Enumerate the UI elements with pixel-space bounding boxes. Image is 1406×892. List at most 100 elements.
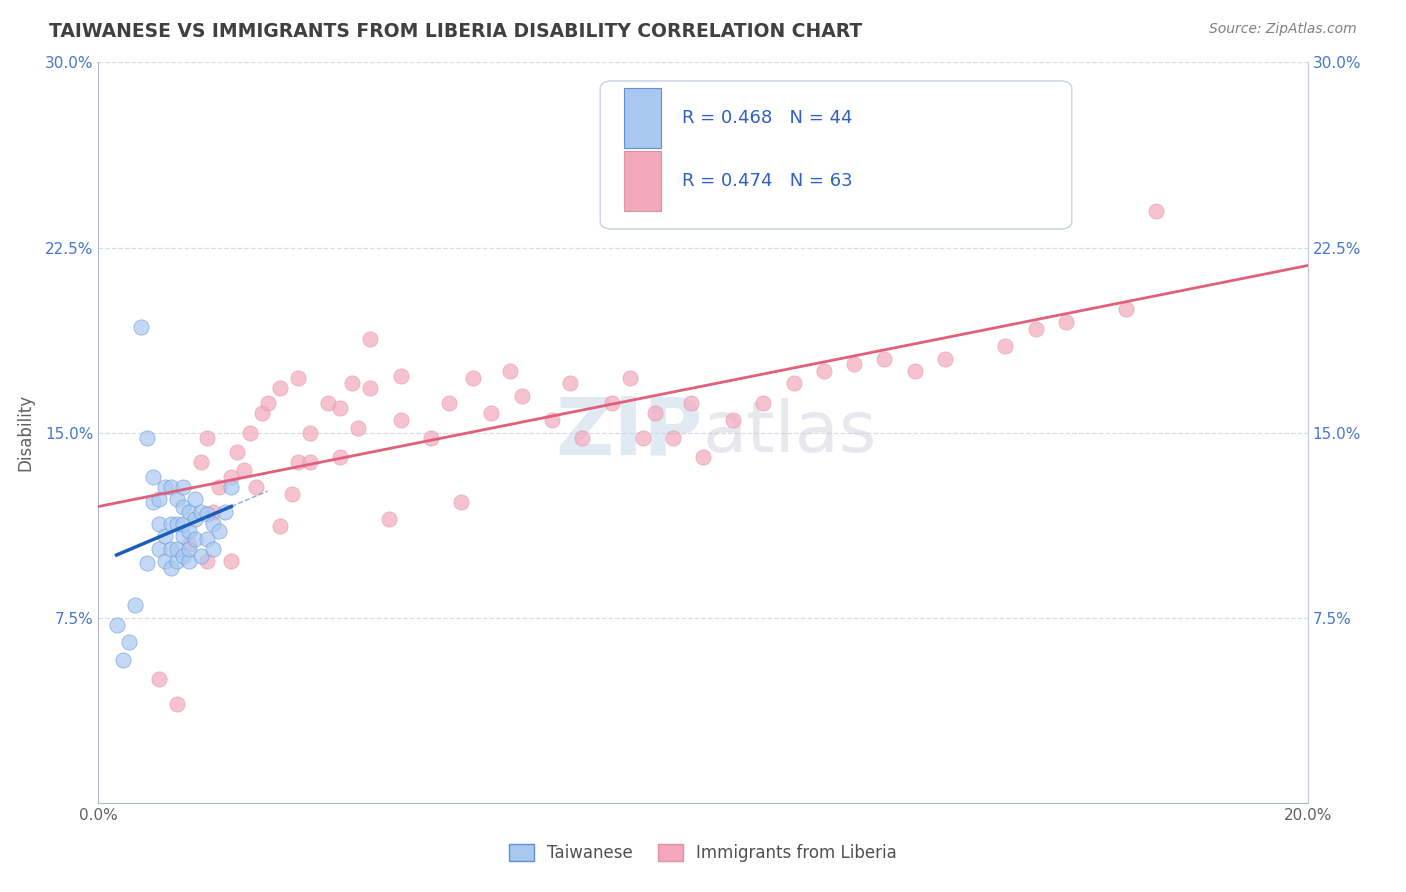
Point bbox=[142, 470, 165, 484]
Point bbox=[166, 541, 188, 556]
Point bbox=[195, 507, 218, 521]
Point bbox=[437, 396, 460, 410]
Point bbox=[239, 425, 262, 440]
Point bbox=[142, 494, 165, 508]
Point bbox=[195, 554, 218, 568]
Point bbox=[202, 505, 225, 519]
Point bbox=[329, 401, 352, 415]
Point bbox=[692, 450, 714, 465]
Point bbox=[208, 524, 231, 539]
Point bbox=[644, 406, 666, 420]
Point bbox=[1054, 314, 1077, 328]
Point bbox=[360, 332, 382, 346]
Point bbox=[256, 396, 278, 410]
Text: Source: ZipAtlas.com: Source: ZipAtlas.com bbox=[1209, 22, 1357, 37]
Point bbox=[202, 541, 225, 556]
Point bbox=[1115, 302, 1137, 317]
Point bbox=[269, 519, 291, 533]
FancyBboxPatch shape bbox=[624, 152, 661, 211]
Point bbox=[299, 425, 322, 440]
Point bbox=[1144, 203, 1167, 218]
Point bbox=[661, 431, 683, 445]
Point bbox=[481, 406, 503, 420]
Point bbox=[160, 480, 183, 494]
Point bbox=[148, 516, 170, 531]
Point bbox=[179, 536, 201, 550]
Point bbox=[510, 388, 533, 402]
Point bbox=[118, 635, 141, 649]
Point bbox=[813, 364, 835, 378]
Point bbox=[389, 413, 412, 427]
Point bbox=[135, 557, 157, 571]
Legend: Taiwanese, Immigrants from Liberia: Taiwanese, Immigrants from Liberia bbox=[502, 837, 904, 869]
Text: atlas: atlas bbox=[703, 398, 877, 467]
Point bbox=[179, 505, 201, 519]
Point bbox=[316, 396, 339, 410]
Point bbox=[752, 396, 775, 410]
Point bbox=[184, 532, 207, 546]
Point bbox=[221, 470, 243, 484]
Point bbox=[287, 455, 309, 469]
Point bbox=[619, 371, 641, 385]
Point bbox=[160, 516, 183, 531]
Text: R = 0.468   N = 44: R = 0.468 N = 44 bbox=[682, 109, 853, 127]
Point bbox=[111, 653, 134, 667]
Point bbox=[783, 376, 806, 391]
Point bbox=[631, 431, 654, 445]
Point bbox=[184, 492, 207, 507]
Point bbox=[195, 532, 218, 546]
Point bbox=[347, 420, 370, 434]
FancyBboxPatch shape bbox=[600, 81, 1071, 229]
Point bbox=[179, 524, 201, 539]
Y-axis label: Disability: Disability bbox=[15, 394, 34, 471]
Point bbox=[172, 549, 194, 563]
Point bbox=[195, 431, 218, 445]
Point bbox=[172, 500, 194, 514]
Point bbox=[250, 406, 273, 420]
Point bbox=[269, 381, 291, 395]
Point bbox=[450, 494, 472, 508]
Text: ZIP: ZIP bbox=[555, 393, 703, 472]
Point bbox=[105, 618, 128, 632]
Point bbox=[179, 554, 201, 568]
Point bbox=[342, 376, 364, 391]
Point bbox=[221, 554, 243, 568]
Point bbox=[226, 445, 249, 459]
FancyBboxPatch shape bbox=[624, 88, 661, 147]
Point bbox=[148, 492, 170, 507]
Point bbox=[377, 512, 399, 526]
Point bbox=[202, 516, 225, 531]
Text: R = 0.474   N = 63: R = 0.474 N = 63 bbox=[682, 172, 853, 190]
Point bbox=[166, 492, 188, 507]
Point bbox=[389, 368, 412, 383]
Point bbox=[934, 351, 956, 366]
Point bbox=[172, 480, 194, 494]
Point bbox=[299, 455, 322, 469]
Point bbox=[184, 512, 207, 526]
Point bbox=[558, 376, 581, 391]
Point bbox=[172, 516, 194, 531]
Point bbox=[245, 480, 267, 494]
Point bbox=[153, 529, 176, 543]
Point bbox=[160, 561, 183, 575]
Point bbox=[190, 455, 212, 469]
Point bbox=[153, 480, 176, 494]
Point bbox=[160, 541, 183, 556]
Point bbox=[904, 364, 927, 378]
Point bbox=[124, 599, 146, 613]
Point bbox=[602, 396, 624, 410]
Point bbox=[571, 431, 593, 445]
Point bbox=[166, 554, 188, 568]
Point bbox=[148, 673, 170, 687]
Point bbox=[329, 450, 352, 465]
Point bbox=[179, 541, 201, 556]
Point bbox=[214, 505, 236, 519]
Point bbox=[463, 371, 485, 385]
Point bbox=[148, 541, 170, 556]
Point bbox=[190, 505, 212, 519]
Point bbox=[221, 480, 243, 494]
Text: TAIWANESE VS IMMIGRANTS FROM LIBERIA DISABILITY CORRELATION CHART: TAIWANESE VS IMMIGRANTS FROM LIBERIA DIS… bbox=[49, 22, 862, 41]
Point bbox=[281, 487, 304, 501]
Point bbox=[679, 396, 702, 410]
Point bbox=[420, 431, 443, 445]
